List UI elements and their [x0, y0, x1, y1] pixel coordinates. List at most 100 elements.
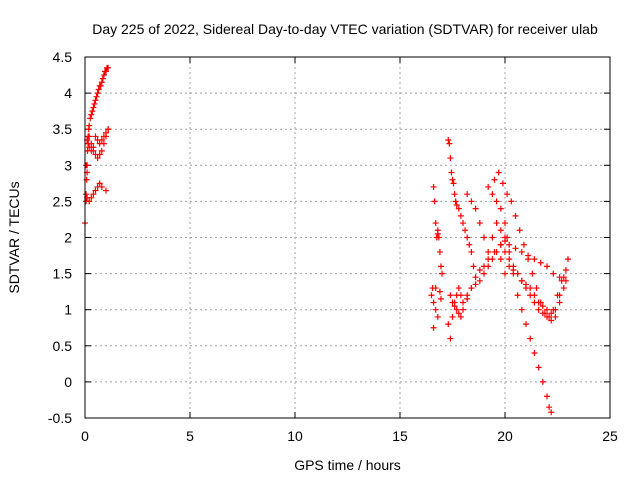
data-point: [546, 404, 553, 411]
data-point: [430, 183, 437, 190]
data-point: [447, 335, 454, 342]
x-axis-label: GPS time / hours: [294, 457, 401, 473]
data-point: [103, 187, 109, 194]
data-point: [95, 86, 102, 93]
y-tick-label: 1.5: [53, 266, 73, 282]
data-point: [485, 248, 492, 255]
data-point: [453, 306, 460, 313]
data-point: [455, 285, 462, 292]
data-point: [544, 313, 550, 320]
data-point: [489, 191, 496, 198]
data-point: [86, 198, 93, 205]
data-point: [103, 68, 109, 75]
data-point: [453, 202, 460, 209]
data-point: [506, 241, 513, 248]
data-point: [539, 310, 546, 317]
data-point: [535, 306, 542, 313]
data-point: [462, 227, 469, 234]
x-tick-label: 10: [287, 428, 303, 444]
data-point: [476, 277, 483, 284]
data-point: [548, 310, 555, 317]
data-point: [512, 212, 519, 219]
data-point: [525, 252, 532, 259]
data-point: [460, 299, 466, 306]
data-point: [105, 126, 112, 133]
data-point: [100, 72, 107, 79]
data-point: [531, 256, 538, 263]
data-point: [562, 266, 569, 273]
y-tick-label: 0.5: [53, 338, 73, 354]
data-point: [455, 310, 462, 317]
data-point: [90, 144, 97, 151]
data-point: [476, 266, 483, 273]
data-point: [466, 241, 473, 248]
data-point: [92, 97, 99, 104]
data-point: [468, 198, 475, 205]
data-point: [446, 140, 453, 147]
data-point: [491, 176, 498, 183]
data-point: [89, 108, 96, 115]
data-point: [436, 288, 443, 295]
data-point: [91, 100, 98, 107]
data-points: [82, 64, 571, 416]
data-point: [562, 277, 569, 284]
data-point: [98, 147, 105, 154]
data-point: [96, 180, 103, 187]
data-point: [452, 198, 459, 205]
data-point: [512, 245, 519, 252]
chart-title: Day 225 of 2022, Sidereal Day-to-day VTE…: [92, 21, 598, 37]
data-point: [451, 191, 458, 198]
data-point: [516, 227, 523, 234]
data-point: [451, 303, 458, 310]
data-point: [506, 263, 513, 270]
y-tick-label: 4.5: [53, 49, 73, 65]
data-point: [552, 306, 559, 313]
data-point: [495, 169, 502, 176]
data-point: [531, 292, 538, 299]
y-tick-label: 3.5: [53, 121, 73, 137]
data-point: [497, 256, 504, 263]
y-tick-label: -0.5: [48, 410, 72, 426]
data-point: [460, 306, 466, 313]
data-point: [518, 248, 525, 255]
data-point: [502, 270, 508, 277]
data-point: [99, 75, 106, 82]
data-point: [510, 266, 517, 273]
data-point: [464, 295, 471, 302]
data-point: [457, 292, 464, 299]
data-point: [550, 270, 557, 277]
data-point: [432, 285, 439, 292]
data-point: [485, 183, 492, 190]
data-point: [103, 129, 109, 136]
data-point: [434, 230, 441, 237]
x-tick-label: 5: [186, 428, 194, 444]
data-point: [94, 155, 101, 162]
y-tick-label: 3: [64, 157, 72, 173]
x-tick-label: 25: [602, 428, 618, 444]
data-point: [97, 82, 104, 89]
data-point: [520, 241, 527, 248]
data-point: [548, 317, 555, 324]
data-point: [552, 313, 559, 320]
data-point: [464, 191, 471, 198]
data-point: [87, 115, 94, 122]
data-point: [437, 295, 444, 302]
data-point: [450, 180, 457, 187]
data-point: [468, 285, 475, 292]
data-point: [88, 111, 95, 118]
data-point: [535, 364, 542, 371]
y-tick-label: 2.5: [53, 193, 73, 209]
data-point: [472, 205, 479, 212]
data-point: [436, 248, 443, 255]
data-point: [502, 234, 508, 241]
y-axis-label: SDTVAR / TECUs: [6, 181, 22, 293]
y-tick-label: 4: [64, 85, 72, 101]
data-point: [445, 137, 452, 144]
data-point: [464, 234, 471, 241]
data-point: [445, 321, 452, 328]
data-point: [527, 285, 534, 292]
data-point: [472, 274, 479, 281]
data-point: [86, 133, 93, 140]
data-point: [435, 234, 442, 241]
